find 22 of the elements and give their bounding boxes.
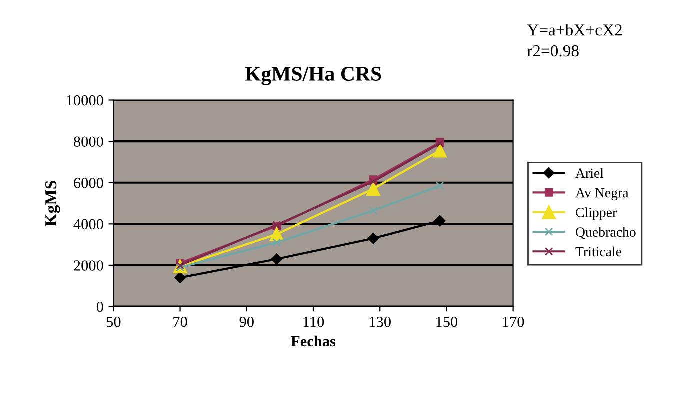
legend-label: Triticale xyxy=(576,246,622,257)
chart-title: KgMS/Ha CRS xyxy=(245,67,382,86)
legend-label: Clipper xyxy=(576,208,617,220)
legend-label: Ariel xyxy=(576,168,604,178)
x-axis-title: Fechas xyxy=(291,336,336,347)
x-tick-label: 110 xyxy=(304,316,324,328)
legend-label: Av Negra xyxy=(576,188,629,201)
x-tick-label: 70 xyxy=(174,316,188,328)
x-tick-label: 90 xyxy=(240,316,254,328)
x-tick-label: 50 xyxy=(106,316,121,328)
y-tick-label: 4000 xyxy=(74,219,104,230)
legend-label: Quebracho xyxy=(576,227,636,240)
text: Y=a+bX+cX2 r2=0.98 xyxy=(527,24,622,57)
x-tick-label: 150 xyxy=(436,316,458,328)
y-tick-label: 0 xyxy=(96,302,104,312)
y-tick-label: 2000 xyxy=(74,260,104,271)
y-axis-title: KgMS xyxy=(45,181,60,226)
y-tick-label: 6000 xyxy=(74,178,104,188)
y-tick-label: 10000 xyxy=(67,95,104,106)
y-tick-label: 8000 xyxy=(74,136,104,148)
x-tick-label: 170 xyxy=(503,316,524,328)
x-tick-label: 130 xyxy=(370,316,391,328)
